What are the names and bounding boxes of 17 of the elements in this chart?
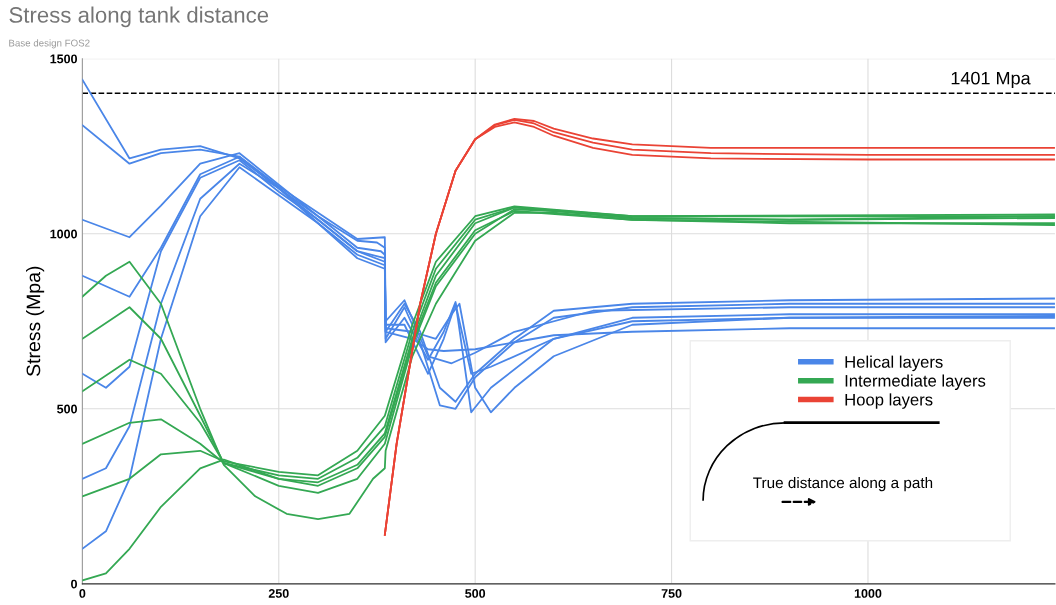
x-tick-label: 750 xyxy=(661,589,682,598)
chart-title: Stress along tank distance xyxy=(9,6,269,28)
x-tick-label: 250 xyxy=(268,589,289,598)
legend-label: Helical layers xyxy=(845,355,943,372)
chart-subtitle: Base design FOS2 xyxy=(9,39,90,49)
y-tick-label: 1000 xyxy=(50,229,77,239)
y-tick-label: 500 xyxy=(57,404,77,414)
x-tick-label: 0 xyxy=(79,589,86,598)
x-tick-label: 500 xyxy=(465,589,486,598)
ref-line-label: 1401 Mpa xyxy=(951,71,1031,89)
y-tick-label: 1500 xyxy=(50,54,77,64)
annotation: True distance along a path xyxy=(753,476,933,492)
y-axis-title: Stress (Mpa) xyxy=(26,266,45,377)
y-tick-label: 0 xyxy=(71,579,77,589)
legend-label: Hoop layers xyxy=(845,393,933,409)
x-tick-label: 1000 xyxy=(854,589,882,598)
legend-label: Intermediate layers xyxy=(845,374,986,390)
